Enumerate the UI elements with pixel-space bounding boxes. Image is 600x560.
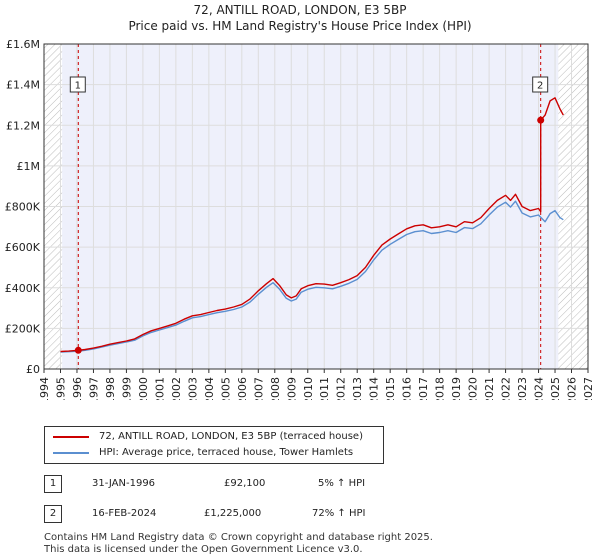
x-tick-label: 1999: [120, 377, 133, 400]
x-tick-label: 1995: [54, 377, 67, 400]
x-tick-label: 2017: [417, 377, 430, 400]
x-tick-label: 1998: [104, 377, 117, 400]
legend-line-property: [53, 436, 89, 438]
transaction-hpi: 72% ↑ HPI: [312, 508, 366, 519]
legend-label-hpi: HPI: Average price, terraced house, Towe…: [99, 447, 354, 458]
y-tick-label: £200K: [5, 322, 41, 335]
x-tick-label: 2006: [236, 377, 249, 400]
x-tick-label: 2020: [467, 377, 480, 400]
x-tick-label: 2025: [549, 377, 562, 400]
x-tick-label: 2022: [500, 377, 513, 400]
x-tick-label: 2002: [170, 377, 183, 400]
x-tick-label: 2013: [351, 377, 364, 400]
y-tick-label: £0: [26, 363, 40, 376]
transaction-date: 31-JAN-1996: [92, 478, 156, 489]
sale-1-label: 1: [75, 81, 81, 92]
x-tick-label: 2010: [302, 377, 315, 400]
sale-2-label: 2: [537, 81, 543, 92]
x-tick-label: 1997: [87, 377, 100, 400]
y-tick-label: £1.4M: [6, 79, 40, 92]
hpi-line: [60, 200, 564, 353]
y-tick-label: £1.6M: [6, 38, 40, 51]
x-tick-label: 1994: [38, 377, 51, 400]
chart-subtitle: Price paid vs. HM Land Registry's House …: [128, 19, 472, 33]
price-chart: £0 £200K £400K £600K £800K £1M £1.2M £1.4M £1.6M…: [5, 38, 595, 400]
x-tick-label: 2026: [566, 377, 579, 400]
sale-2-point: [537, 116, 545, 124]
x-tick-label: 1996: [71, 377, 84, 400]
x-tick-label: 2000: [137, 377, 150, 400]
legend-label-property: 72, ANTILL ROAD, LONDON, E3 5BP (terrace…: [99, 431, 363, 442]
y-tick-label: £800K: [5, 201, 41, 214]
x-tick-label: 2018: [434, 377, 447, 400]
x-tick-label: 2019: [450, 377, 463, 400]
transaction-marker-1: 1: [44, 475, 62, 493]
footer-copyright: Contains HM Land Registry data © Crown c…: [44, 532, 433, 543]
footer-licence: This data is licensed under the Open Gov…: [44, 544, 363, 555]
x-tick-label: 2027: [582, 377, 595, 400]
plot-frame: [43, 43, 589, 370]
legend-line-hpi: [53, 452, 89, 454]
x-tick-label: 2011: [318, 377, 331, 400]
transaction-hpi: 5% ↑ HPI: [318, 478, 366, 489]
x-tick-label: 2009: [285, 377, 298, 400]
chart-legend: 72, ANTILL ROAD, LONDON, E3 5BP (terrace…: [44, 426, 384, 464]
transaction-marker-2: 2: [44, 505, 62, 523]
x-tick-label: 2015: [384, 377, 397, 400]
sale-2-label-box: [532, 76, 549, 93]
x-tick-label: 2023: [516, 377, 529, 400]
x-tick-label: 2007: [252, 377, 265, 400]
x-tick-label: 2014: [368, 377, 381, 400]
x-tick-label: 2003: [186, 377, 199, 400]
transaction-price: £92,100: [224, 478, 266, 489]
y-tick-label: £1.2M: [6, 119, 40, 132]
x-tick-label: 2008: [269, 377, 282, 400]
sale-1-label-box: [69, 76, 86, 93]
x-tick-label: 2004: [203, 377, 216, 400]
x-tick-label: 2024: [533, 377, 546, 400]
chart-title: 72, ANTILL ROAD, LONDON, E3 5BP: [193, 3, 407, 17]
sale-1-point: [74, 346, 82, 354]
transaction-price: £1,225,000: [204, 508, 262, 519]
transaction-date: 16-FEB-2024: [92, 508, 157, 519]
x-tick-label: 2005: [219, 377, 232, 400]
y-tick-label: £600K: [5, 241, 41, 254]
property-price-line: [60, 97, 564, 353]
x-tick-label: 2021: [483, 377, 496, 400]
y-tick-label: £400K: [5, 282, 41, 295]
x-tick-label: 2001: [153, 377, 166, 400]
y-tick-label: £1M: [17, 160, 41, 173]
x-tick-label: 2012: [335, 377, 348, 400]
x-tick-label: 2016: [401, 377, 414, 400]
